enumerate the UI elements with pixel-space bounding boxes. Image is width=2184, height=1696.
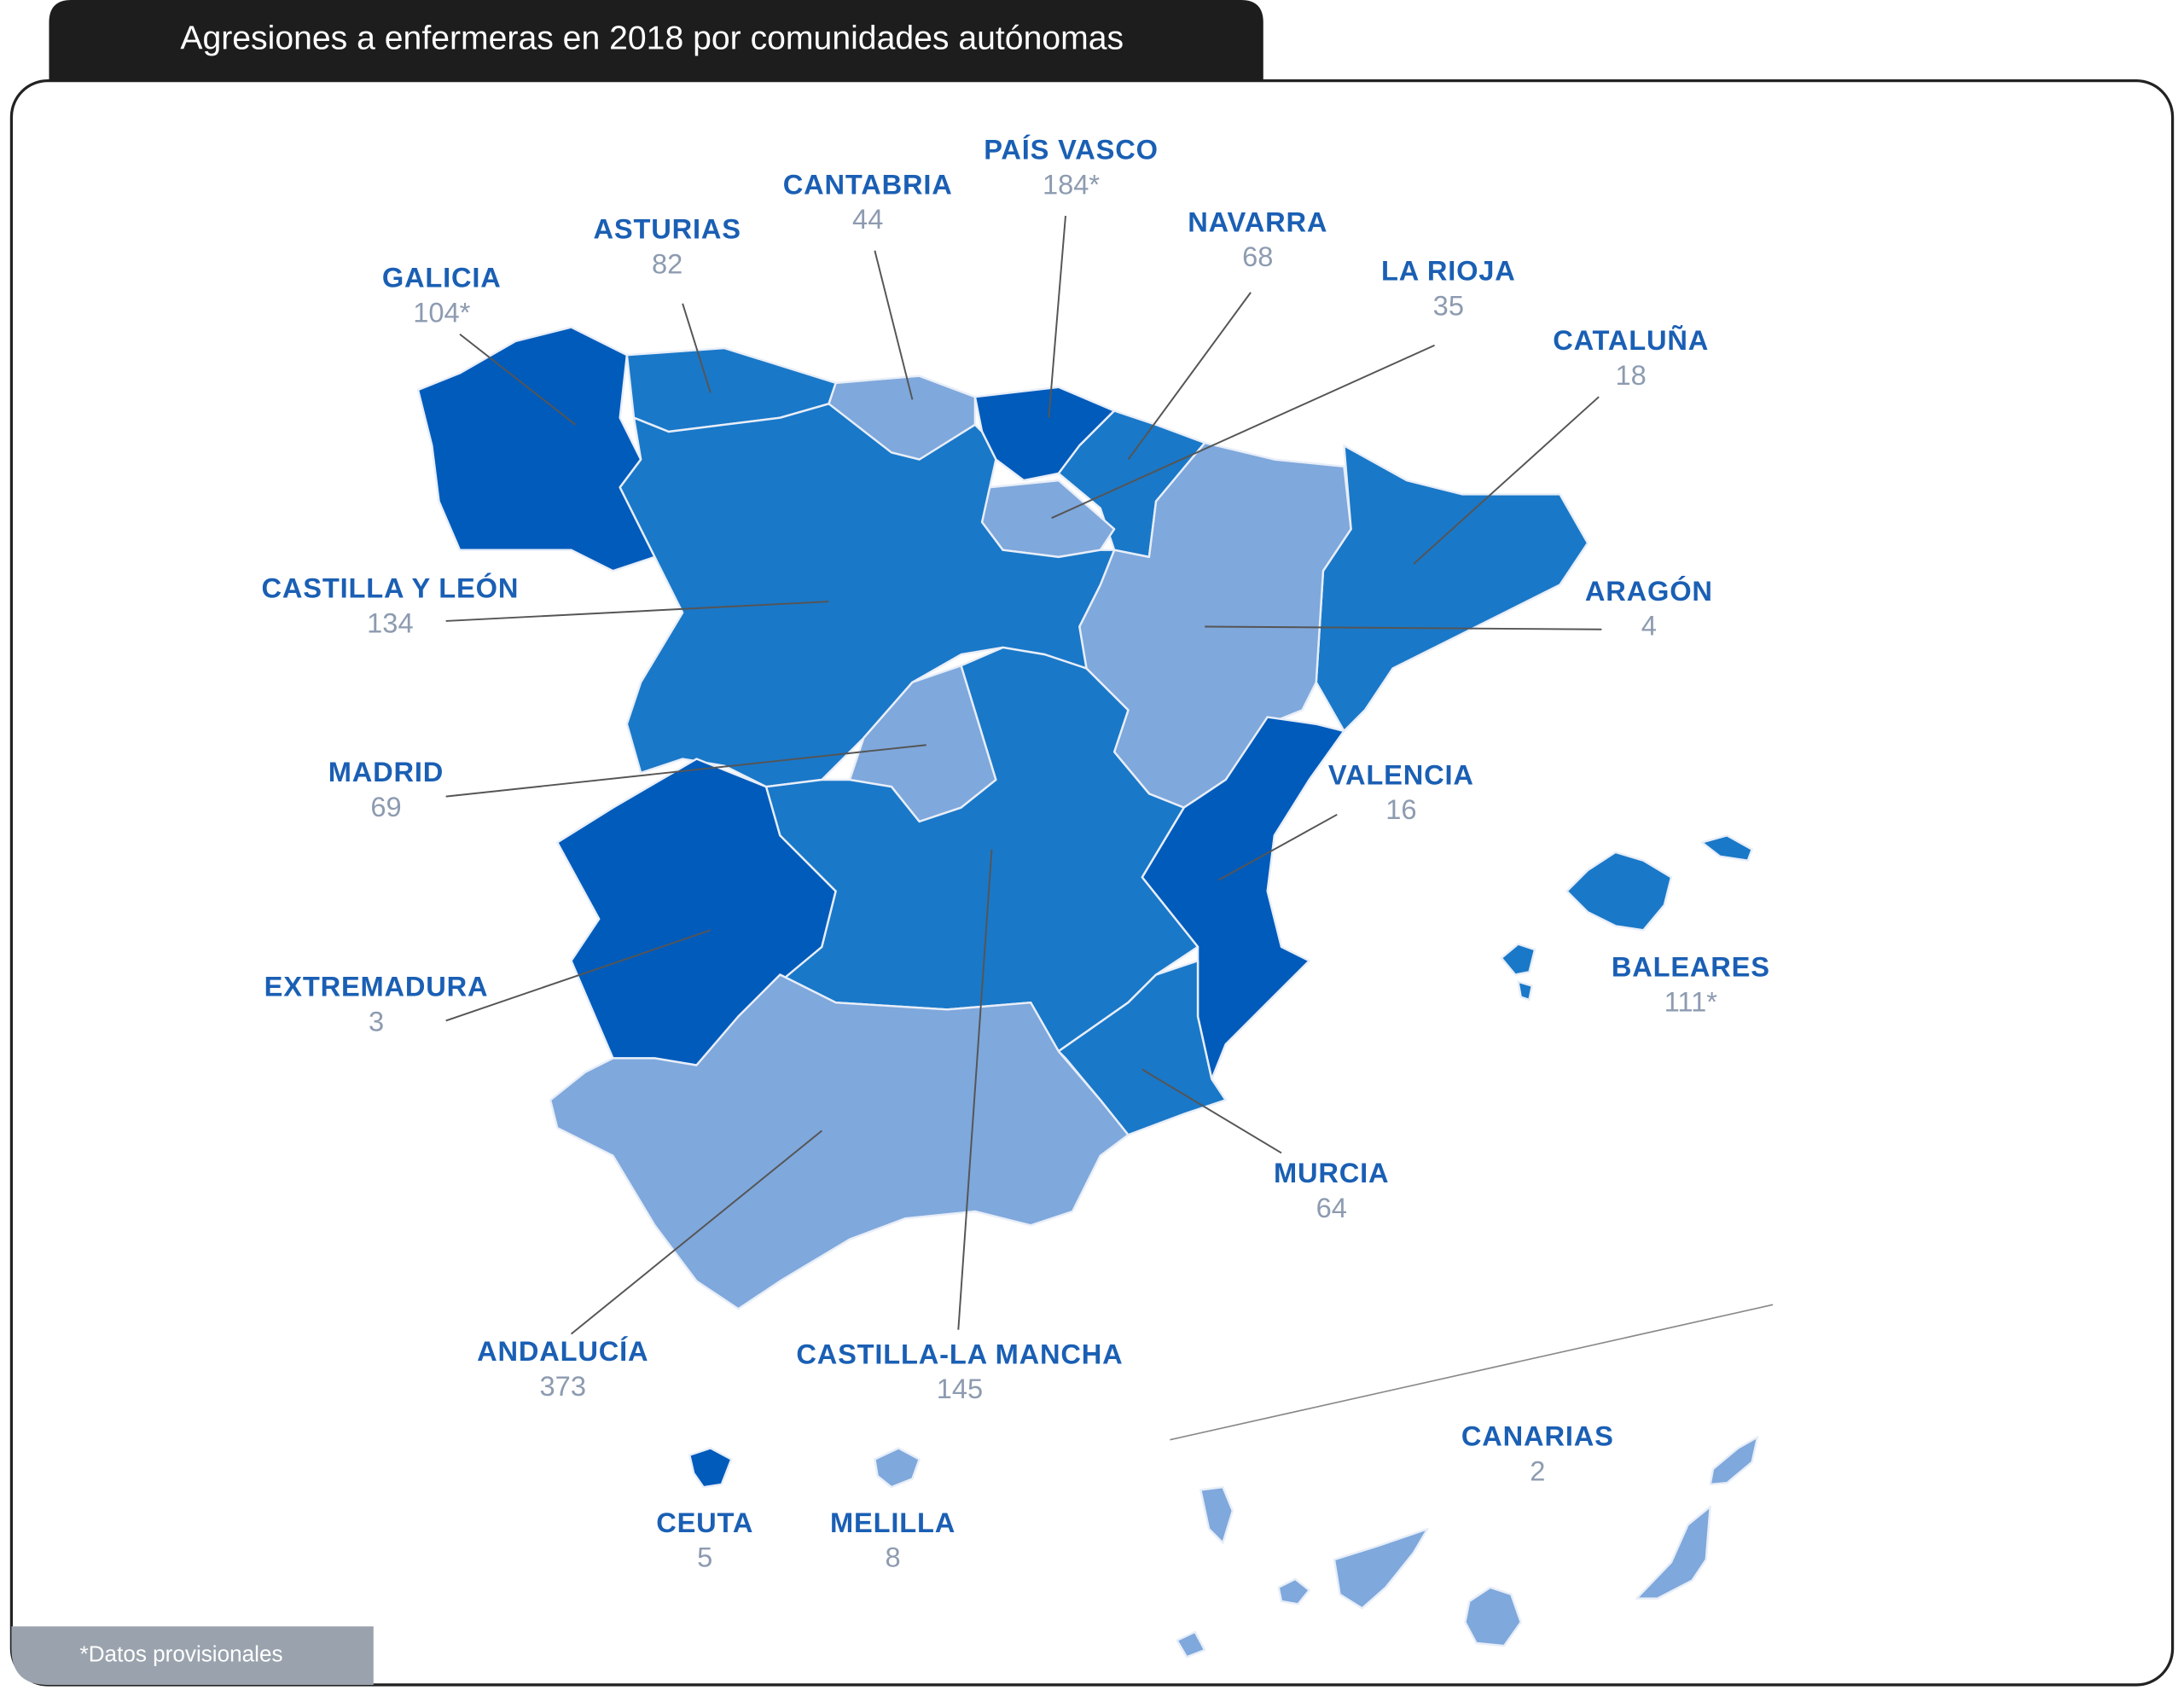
region-name: LA RIOJA — [1381, 255, 1516, 287]
region-name: VALENCIA — [1328, 758, 1474, 790]
region — [688, 1447, 733, 1489]
footnote: *Datos provisionales — [80, 1641, 283, 1667]
island — [1517, 980, 1533, 1002]
title: Agresiones a enfermeras en 2018 por comu… — [180, 20, 1124, 57]
region-value: 69 — [370, 791, 401, 822]
region-name: EXTREMADURA — [264, 970, 489, 1002]
region-value: 44 — [852, 203, 883, 235]
leader-line — [682, 303, 712, 393]
region — [874, 1447, 921, 1489]
leader-line — [570, 1130, 822, 1335]
region-name: CEUTA — [656, 1507, 753, 1538]
region-value: 8 — [886, 1542, 901, 1573]
island — [1277, 1577, 1310, 1606]
region-name: MURCIA — [1274, 1157, 1389, 1188]
region — [549, 973, 1130, 1310]
region-value: 68 — [1242, 241, 1273, 272]
leader-line — [1205, 625, 1602, 630]
leader-line — [1218, 813, 1338, 881]
region-value: 64 — [1316, 1192, 1347, 1223]
island — [1176, 1630, 1206, 1658]
region-value: 35 — [1433, 289, 1464, 321]
region-name: BALEARES — [1612, 951, 1770, 983]
island — [1500, 943, 1536, 976]
title-tab — [49, 0, 1263, 81]
region-value: 134 — [367, 607, 413, 638]
region-value: 18 — [1616, 359, 1647, 391]
island — [1700, 834, 1753, 862]
region — [1500, 834, 1753, 1002]
region-value: 104* — [413, 296, 470, 328]
region-name: ARAGÓN — [1585, 575, 1713, 607]
leader-line — [1127, 292, 1252, 461]
island — [1635, 1505, 1711, 1600]
region-name: GALICIA — [382, 262, 502, 293]
leader-line — [445, 744, 926, 798]
leader-line — [445, 929, 712, 1022]
region-name: CANARIAS — [1461, 1420, 1614, 1452]
region-name: CATALUÑA — [1553, 324, 1709, 356]
island — [1709, 1436, 1759, 1486]
region-name: MELILLA — [830, 1507, 956, 1538]
region-value: 3 — [369, 1005, 384, 1037]
region-name: NAVARRA — [1188, 206, 1327, 237]
region — [1176, 1436, 1759, 1658]
island — [1199, 1485, 1234, 1544]
region-name: ANDALUCÍA — [477, 1335, 648, 1367]
region-value: 16 — [1385, 793, 1416, 825]
region-value: 2 — [1530, 1455, 1545, 1486]
region-value: 373 — [540, 1370, 586, 1402]
leader-line — [957, 849, 993, 1330]
region-name: ASTURIAS — [594, 213, 741, 245]
leader-line — [1048, 215, 1066, 418]
region-value: 184* — [1043, 168, 1100, 200]
region-name: CASTILLA Y LEÓN — [262, 572, 520, 604]
region-value: 145 — [937, 1373, 983, 1404]
region-value: 111* — [1664, 985, 1718, 1017]
region-value: 4 — [1641, 610, 1657, 642]
region-name: CANTABRIA — [783, 168, 953, 200]
footnote-box — [11, 1626, 374, 1685]
leader-line — [459, 333, 577, 426]
leader-line — [1413, 396, 1600, 565]
region-value: 5 — [697, 1542, 712, 1573]
island — [1333, 1527, 1429, 1610]
leader-line — [1051, 344, 1435, 520]
leader-line — [445, 601, 829, 622]
region-value: 82 — [652, 247, 682, 279]
canarias-separator — [1170, 1304, 1774, 1441]
regions — [416, 326, 1759, 1658]
leader-line — [874, 250, 914, 400]
island — [1464, 1586, 1522, 1647]
region-name: MADRID — [328, 756, 444, 787]
region-name: CASTILLA-LA MANCHA — [796, 1338, 1123, 1369]
region-name: PAÍS VASCO — [984, 134, 1159, 166]
island — [1565, 851, 1673, 932]
leader-line — [1141, 1068, 1282, 1154]
